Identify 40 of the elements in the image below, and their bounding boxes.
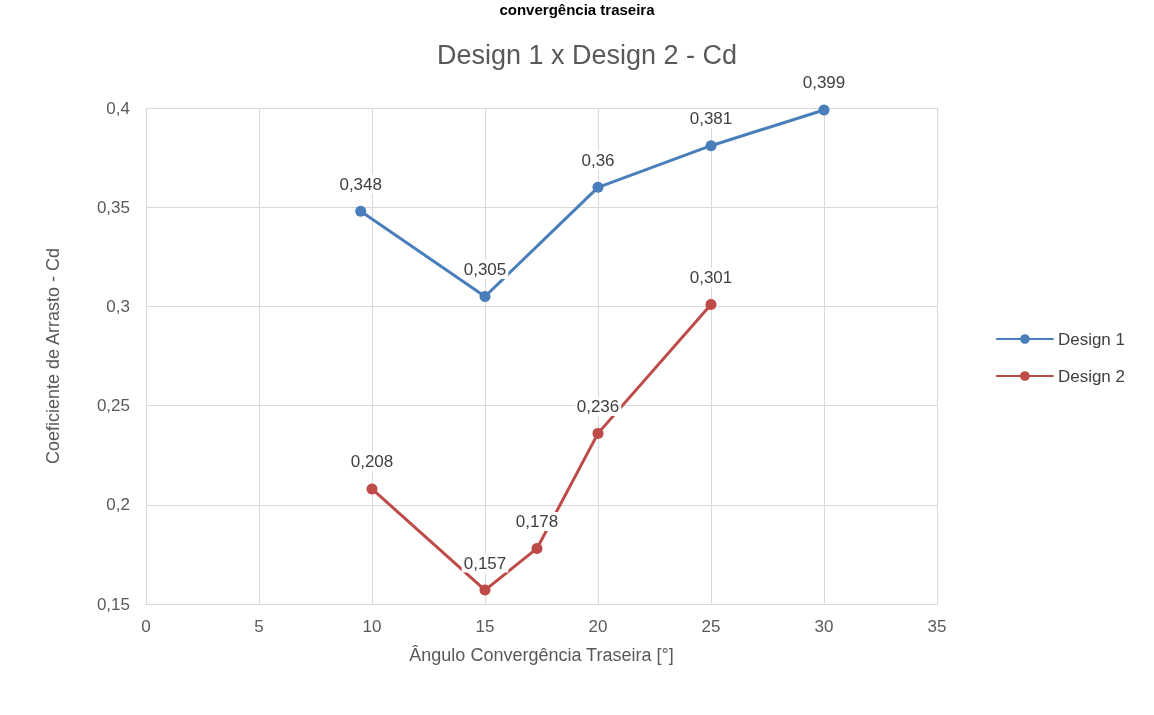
legend-label: Design 1 — [1057, 329, 1126, 349]
point — [592, 427, 604, 439]
x-tick-label: 10 — [362, 617, 382, 636]
point — [479, 584, 491, 596]
data-label: 0,157 — [463, 553, 507, 573]
data-label: 0,178 — [515, 511, 559, 531]
point — [355, 205, 367, 217]
y-tick-label: 0,35 — [96, 197, 130, 217]
chart-title: Design 1 x Design 2 - Cd — [436, 39, 738, 70]
data-label: 0,399 — [802, 73, 846, 93]
y-axis-title: Coeficiente de Arrasto - Cd — [43, 247, 63, 465]
y-tick-label: 0,3 — [106, 296, 130, 316]
point — [531, 542, 543, 554]
point — [479, 290, 491, 302]
legend-label: Design 2 — [1057, 366, 1126, 386]
data-label: 0,236 — [576, 396, 620, 416]
point — [705, 140, 717, 152]
y-tick-label: 0,4 — [106, 98, 130, 118]
x-axis-title: Ângulo Convergência Traseira [°] — [409, 645, 674, 665]
x-tick-label: 20 — [588, 617, 608, 636]
y-tick-label: 0,15 — [96, 594, 130, 614]
text: convergência traseira — [498, 1, 656, 18]
y-tick-label: 0,2 — [106, 495, 130, 515]
data-label: 0,301 — [689, 267, 733, 287]
data-label: 0,305 — [463, 259, 507, 279]
x-tick-label: 30 — [814, 617, 834, 636]
data-label: 0,381 — [689, 109, 733, 129]
data-label: 0,36 — [581, 150, 615, 170]
x-tick-label: 0 — [141, 617, 151, 636]
point — [818, 104, 830, 116]
point — [705, 298, 717, 310]
x-tick-label: 35 — [927, 617, 947, 636]
x-tick-label: 25 — [701, 617, 721, 636]
point — [592, 181, 604, 193]
data-label: 0,348 — [339, 174, 382, 194]
x-tick-label: 15 — [475, 617, 495, 636]
data-label: 0,208 — [350, 452, 394, 472]
y-tick-label: 0,25 — [96, 396, 130, 416]
x-tick-label: 5 — [254, 617, 264, 636]
point — [366, 483, 378, 495]
